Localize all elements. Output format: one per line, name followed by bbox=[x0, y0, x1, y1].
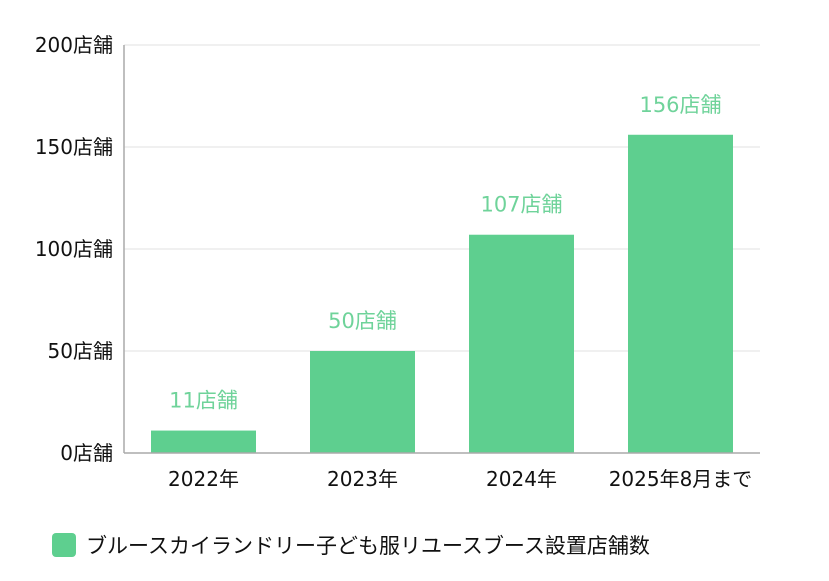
data-label: 107店舗 bbox=[480, 193, 562, 217]
bar bbox=[151, 430, 256, 453]
y-tick-label: 100店舗 bbox=[35, 237, 113, 261]
data-label: 11店舗 bbox=[169, 389, 238, 413]
legend-label: ブルースカイランドリー子ども服リユースブース設置店舗数 bbox=[86, 534, 650, 558]
x-tick-label: 2022年 bbox=[168, 467, 239, 491]
bar bbox=[628, 134, 733, 453]
x-tick-label: 2023年 bbox=[327, 467, 398, 491]
x-tick-label: 2024年 bbox=[486, 467, 557, 491]
bar bbox=[310, 351, 415, 453]
y-tick-label: 50店舗 bbox=[48, 339, 113, 363]
legend-swatch bbox=[52, 533, 76, 557]
y-tick-label: 150店舗 bbox=[35, 135, 113, 159]
bar-chart: 0店舗 50店舗 100店舗 150店舗 200店舗 11店舗 2022年 50店舗 2023年… bbox=[35, 33, 760, 491]
bar bbox=[469, 234, 574, 453]
x-tick-label: 2025年8月まで bbox=[609, 467, 753, 491]
data-label: 156店舗 bbox=[639, 93, 721, 117]
y-tick-label: 0店舗 bbox=[60, 441, 113, 465]
y-tick-label: 200店舗 bbox=[35, 33, 113, 57]
data-label: 50店舗 bbox=[328, 309, 397, 333]
legend: ブルースカイランドリー子ども服リユースブース設置店舗数 bbox=[52, 530, 650, 560]
